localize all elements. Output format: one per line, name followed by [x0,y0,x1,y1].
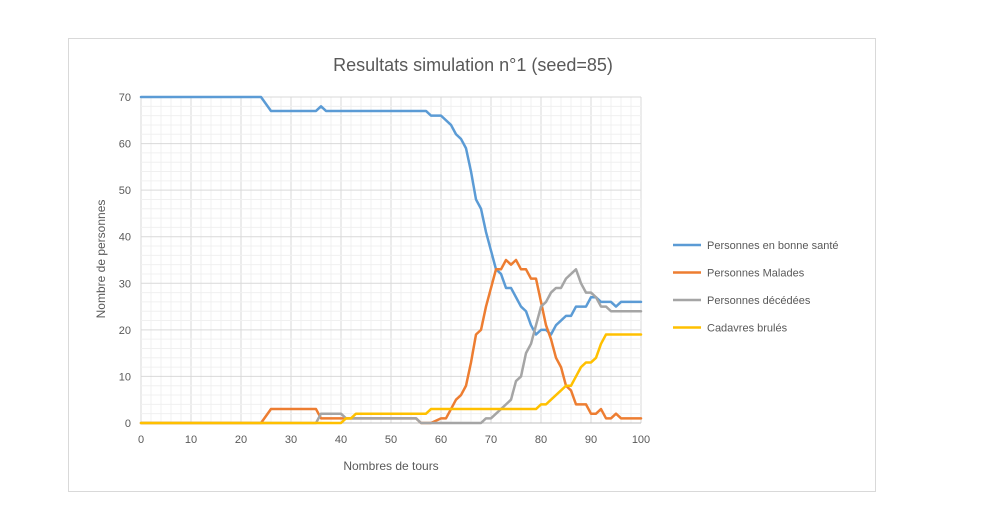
legend-label: Cadavres brulés [707,323,788,335]
axes: 0 10 20 30 40 50 60 70 80 90 100 0 10 20 30 40 50 60 70 [119,92,650,446]
x-tick-label: 30 [285,434,297,446]
y-tick-label: 10 [119,371,131,383]
y-tick-label: 0 [125,418,131,430]
x-tick-label: 80 [535,434,547,446]
series-line [139,258,643,425]
x-tick-label: 10 [185,434,197,446]
y-axis-label: Nombre de personnes [94,200,108,319]
y-tick-label: 60 [119,139,131,151]
y-tick-label: 50 [119,185,131,197]
x-tick-label: 20 [235,434,247,446]
x-tick-label: 0 [138,434,144,446]
y-tick-label: 70 [119,92,131,104]
x-tick-label: 70 [485,434,497,446]
legend-label: Personnes en bonne santé [707,240,839,252]
x-tick-label: 40 [335,434,347,446]
series-group [139,95,643,425]
chart-title: Resultats simulation n°1 (seed=85) [333,55,613,75]
x-axis-label: Nombres de tours [343,459,438,473]
y-tick-label: 40 [119,232,131,244]
legend-label: Personnes décédées [707,295,811,307]
grid [140,96,642,424]
series-line [139,333,643,425]
x-tick-label: 100 [632,434,650,446]
y-tick-label: 20 [119,325,131,337]
series-line [139,268,643,425]
x-tick-label: 90 [585,434,597,446]
legend-label: Personnes Malades [707,268,805,280]
line-chart: Resultats simulation n°1 (seed=85) 0 10 20… [94,55,839,473]
chart-frame: Resultats simulation n°1 (seed=85) 0 10 20… [68,38,876,492]
y-tick-label: 30 [119,278,131,290]
x-tick-label: 60 [435,434,447,446]
legend: Personnes en bonne santé Personnes Malade… [673,240,839,335]
x-tick-label: 50 [385,434,397,446]
